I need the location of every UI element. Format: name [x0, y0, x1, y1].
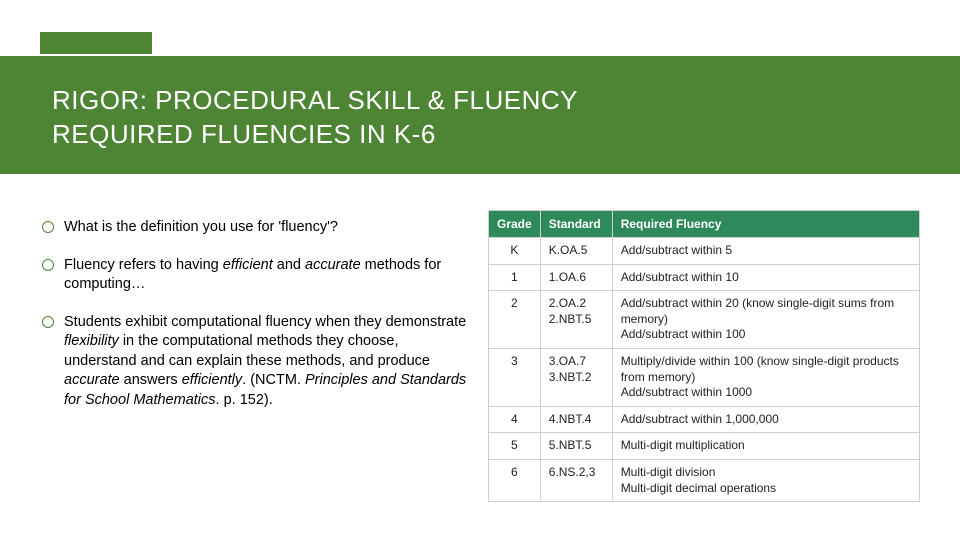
fluency-table: GradeStandardRequired Fluency KK.OA.5Add…	[488, 210, 920, 502]
table-cell: Add/subtract within 5	[612, 238, 919, 265]
page-title: RIGOR: PROCEDURAL SKILL & FLUENCY REQUIR…	[52, 84, 960, 152]
table-cell: Add/subtract within 10	[612, 264, 919, 291]
bullet-item: Fluency refers to having efficient and a…	[40, 256, 470, 295]
table-cell: 3.OA.73.NBT.2	[540, 348, 612, 406]
table-row: KK.OA.5Add/subtract within 5	[489, 238, 920, 265]
table-row: 11.OA.6Add/subtract within 10	[489, 264, 920, 291]
table-cell: 4.NBT.4	[540, 406, 612, 433]
table-cell: 2.OA.22.NBT.5	[540, 291, 612, 349]
table-cell: 5	[489, 433, 541, 460]
bullet-item: Students exhibit computational fluency w…	[40, 313, 470, 411]
table-cell: Multi-digit multiplication	[612, 433, 919, 460]
accent-block	[40, 32, 152, 54]
table-row: 33.OA.73.NBT.2Multiply/divide within 100…	[489, 348, 920, 406]
table-cell: Multi-digit divisionMulti-digit decimal …	[612, 459, 919, 501]
title-line-1: RIGOR: PROCEDURAL SKILL & FLUENCY	[52, 84, 960, 118]
table-cell: K	[489, 238, 541, 265]
table-cell: 6.NS.2,3	[540, 459, 612, 501]
table-cell: Multiply/divide within 100 (know single-…	[612, 348, 919, 406]
table-cell: 1	[489, 264, 541, 291]
table-cell: 5.NBT.5	[540, 433, 612, 460]
table-row: 22.OA.22.NBT.5Add/subtract within 20 (kn…	[489, 291, 920, 349]
table-header-cell: Required Fluency	[612, 211, 919, 238]
table-row: 55.NBT.5Multi-digit multiplication	[489, 433, 920, 460]
table-cell: 6	[489, 459, 541, 501]
table-header-cell: Standard	[540, 211, 612, 238]
table-row: 44.NBT.4Add/subtract within 1,000,000	[489, 406, 920, 433]
table-cell: Add/subtract within 1,000,000	[612, 406, 919, 433]
header-bar: RIGOR: PROCEDURAL SKILL & FLUENCY REQUIR…	[0, 56, 960, 174]
table-cell: K.OA.5	[540, 238, 612, 265]
fluency-table-wrap: GradeStandardRequired Fluency KK.OA.5Add…	[488, 210, 920, 520]
title-line-2: REQUIRED FLUENCIES IN K-6	[52, 118, 960, 152]
bullet-item: What is the definition you use for 'flue…	[40, 218, 470, 238]
content-area: What is the definition you use for 'flue…	[40, 210, 920, 520]
table-row: 66.NS.2,3Multi-digit divisionMulti-digit…	[489, 459, 920, 501]
table-cell: 2	[489, 291, 541, 349]
table-cell: 4	[489, 406, 541, 433]
table-header-cell: Grade	[489, 211, 541, 238]
bullet-list: What is the definition you use for 'flue…	[40, 210, 470, 520]
table-cell: 3	[489, 348, 541, 406]
table-cell: 1.OA.6	[540, 264, 612, 291]
table-cell: Add/subtract within 20 (know single-digi…	[612, 291, 919, 349]
